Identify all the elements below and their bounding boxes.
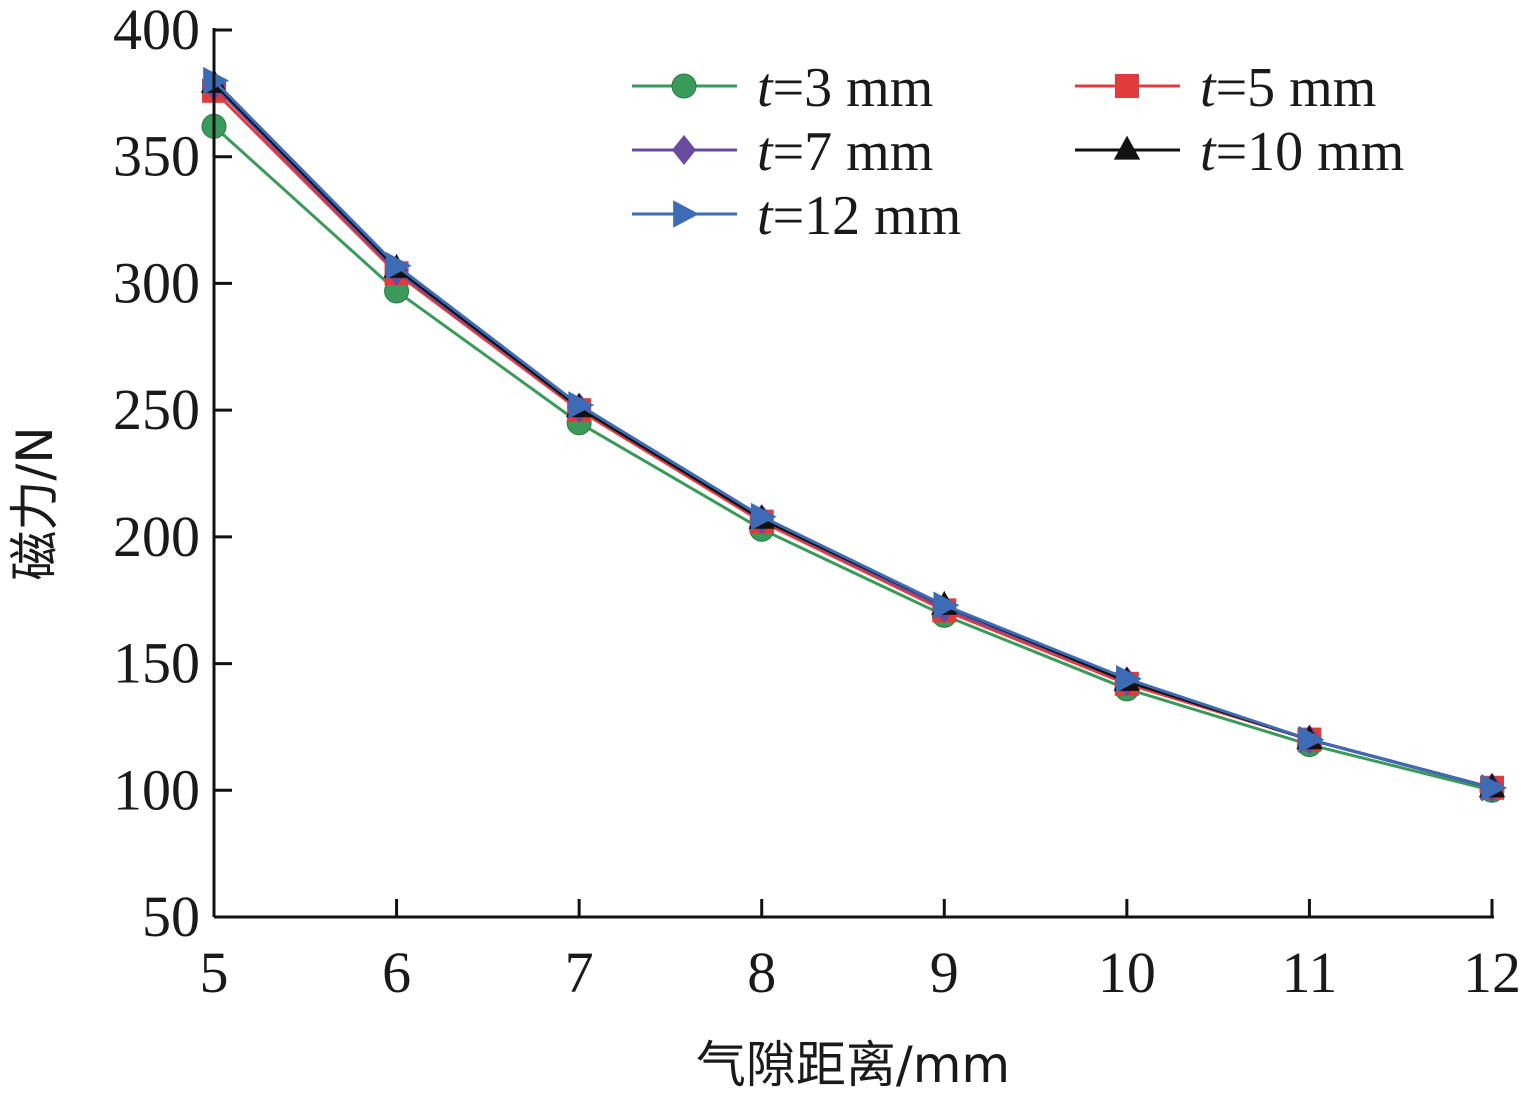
data-point: [933, 591, 960, 620]
legend-marker: [1115, 74, 1139, 98]
axes: [212, 28, 1494, 919]
legend-label: t=10 mm: [1200, 121, 1404, 183]
y-tick-label: 350: [113, 124, 200, 189]
legend-label-var: t: [1200, 57, 1217, 119]
x-tick-label: 11: [1281, 940, 1337, 1005]
legend-marker: [671, 73, 697, 99]
series-4: [203, 66, 1507, 802]
y-tick-label: 250: [113, 377, 200, 442]
y-tick-label: 150: [113, 631, 200, 696]
x-tick-label: 6: [382, 940, 411, 1005]
legend-label-value: =12 mm: [773, 185, 962, 247]
legend-marker: [673, 200, 699, 228]
data-point: [1481, 773, 1507, 802]
legend-label-value: =10 mm: [1216, 121, 1405, 183]
legend-label-var: t: [757, 185, 774, 247]
legend-item: t=3 mm: [632, 57, 933, 119]
legend: t=3 mm t=5 mmt=7 mm t=10 mmt=12 mm: [632, 57, 1404, 247]
x-tick-label: 8: [747, 940, 776, 1005]
data-point: [1298, 725, 1325, 754]
x-axis-title: 气隙距离/mm: [696, 1036, 1010, 1094]
legend-label: t=12 mm: [757, 185, 961, 247]
y-tick-label: 50: [142, 884, 200, 949]
data-point: [568, 391, 595, 419]
legend-label-value: =7 mm: [773, 121, 934, 183]
y-tick-label: 200: [113, 504, 200, 569]
legend-item: t=7 mm: [632, 121, 933, 183]
legend-label-var: t: [757, 57, 774, 119]
x-tick-label: 5: [200, 940, 229, 1005]
x-tick-label: 10: [1098, 940, 1156, 1005]
legend-marker: [1113, 135, 1141, 160]
legend-label-var: t: [1200, 121, 1217, 183]
data-point: [1116, 664, 1142, 693]
series-line: [212, 125, 1493, 792]
legend-label: t=7 mm: [757, 121, 933, 183]
y-tick-label: 300: [113, 250, 200, 315]
legend-label: t=5 mm: [1200, 57, 1376, 119]
tick-labels: 50 100 150 200 250 300 350 400 5 6 7 8 9 10 11 12: [113, 0, 1521, 1005]
legend-label-var: t: [757, 121, 774, 183]
legend-item: t=10 mm: [1075, 121, 1404, 183]
data-point: [750, 502, 777, 531]
legend-label-value: =5 mm: [1216, 57, 1377, 119]
legend-marker: [672, 135, 696, 165]
y-tick-label: 400: [113, 0, 200, 62]
data-point: [203, 66, 229, 95]
x-tick-label: 9: [930, 940, 959, 1005]
x-tick-label: 12: [1463, 940, 1521, 1005]
plot-area: [200, 66, 1507, 803]
legend-item: t=12 mm: [632, 185, 961, 247]
series-line: [212, 79, 1493, 790]
y-axis-title: 磁力/N: [6, 426, 64, 580]
y-tick-label: 100: [113, 757, 200, 822]
data-point: [385, 251, 412, 280]
legend-label-value: =3 mm: [773, 57, 934, 119]
legend-item: t=5 mm: [1075, 57, 1376, 119]
legend-label: t=3 mm: [757, 57, 933, 119]
x-tick-label: 7: [565, 940, 594, 1005]
